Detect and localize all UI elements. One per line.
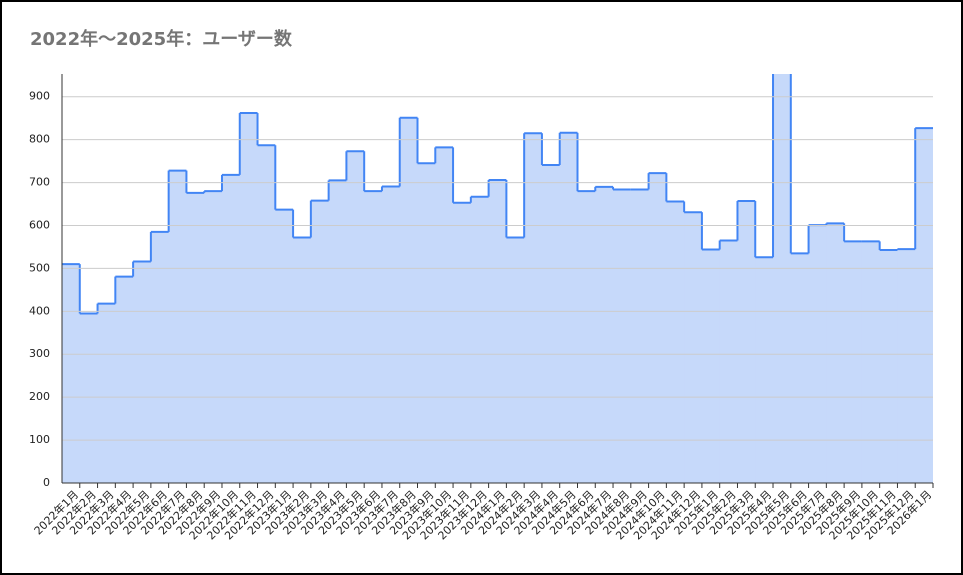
area-step	[559, 132, 578, 483]
area-step	[541, 164, 561, 483]
area-step	[399, 117, 419, 483]
area-step	[790, 253, 810, 483]
y-tick-label: 700	[29, 176, 50, 189]
area-step	[453, 202, 472, 483]
area-step	[204, 191, 223, 483]
area-step	[239, 113, 259, 483]
area-step	[506, 237, 525, 483]
y-tick-label: 100	[29, 433, 50, 446]
area-step	[221, 174, 241, 483]
area-step	[719, 240, 738, 483]
area-step	[577, 191, 596, 483]
area-step	[630, 189, 650, 483]
area-step	[595, 186, 614, 483]
area-step	[879, 249, 898, 483]
area-step	[915, 128, 933, 483]
area-step	[613, 189, 632, 483]
y-tick-label: 300	[29, 347, 50, 360]
area-step	[168, 170, 187, 483]
area-step	[97, 303, 116, 483]
chart-title: 2022年〜2025年：ユーザー数	[30, 28, 293, 50]
y-tick-label: 900	[29, 90, 50, 103]
area-step	[275, 209, 294, 483]
area-step	[773, 74, 792, 484]
y-tick-label: 200	[29, 390, 50, 403]
area-step	[115, 276, 134, 483]
area-step	[417, 163, 436, 483]
y-tick-label: 500	[29, 261, 50, 274]
area-step	[844, 241, 863, 483]
area-step	[150, 231, 170, 483]
area-step	[524, 133, 543, 484]
area-step	[826, 223, 845, 484]
area-step	[328, 180, 347, 483]
y-tick-label: 0	[43, 476, 50, 489]
area-step	[133, 261, 152, 483]
area-step	[737, 201, 756, 484]
area-step	[755, 257, 774, 483]
area-step	[648, 173, 667, 484]
area-step	[257, 145, 276, 484]
area-step	[861, 241, 881, 483]
area-step	[62, 264, 81, 483]
area-step	[364, 191, 383, 483]
area-step	[435, 147, 454, 483]
area-step	[310, 200, 330, 483]
area-step	[79, 313, 99, 483]
area-step	[701, 249, 721, 483]
area-step	[381, 186, 401, 483]
area-step	[666, 201, 685, 483]
area-step	[346, 151, 365, 483]
area-step	[897, 249, 916, 483]
y-tick-label: 800	[29, 133, 50, 146]
y-tick-label: 400	[29, 304, 50, 317]
area-step	[488, 180, 507, 483]
area-step	[186, 192, 205, 483]
area-step	[684, 212, 703, 484]
y-tick-label: 600	[29, 218, 50, 231]
area-step	[293, 237, 312, 483]
